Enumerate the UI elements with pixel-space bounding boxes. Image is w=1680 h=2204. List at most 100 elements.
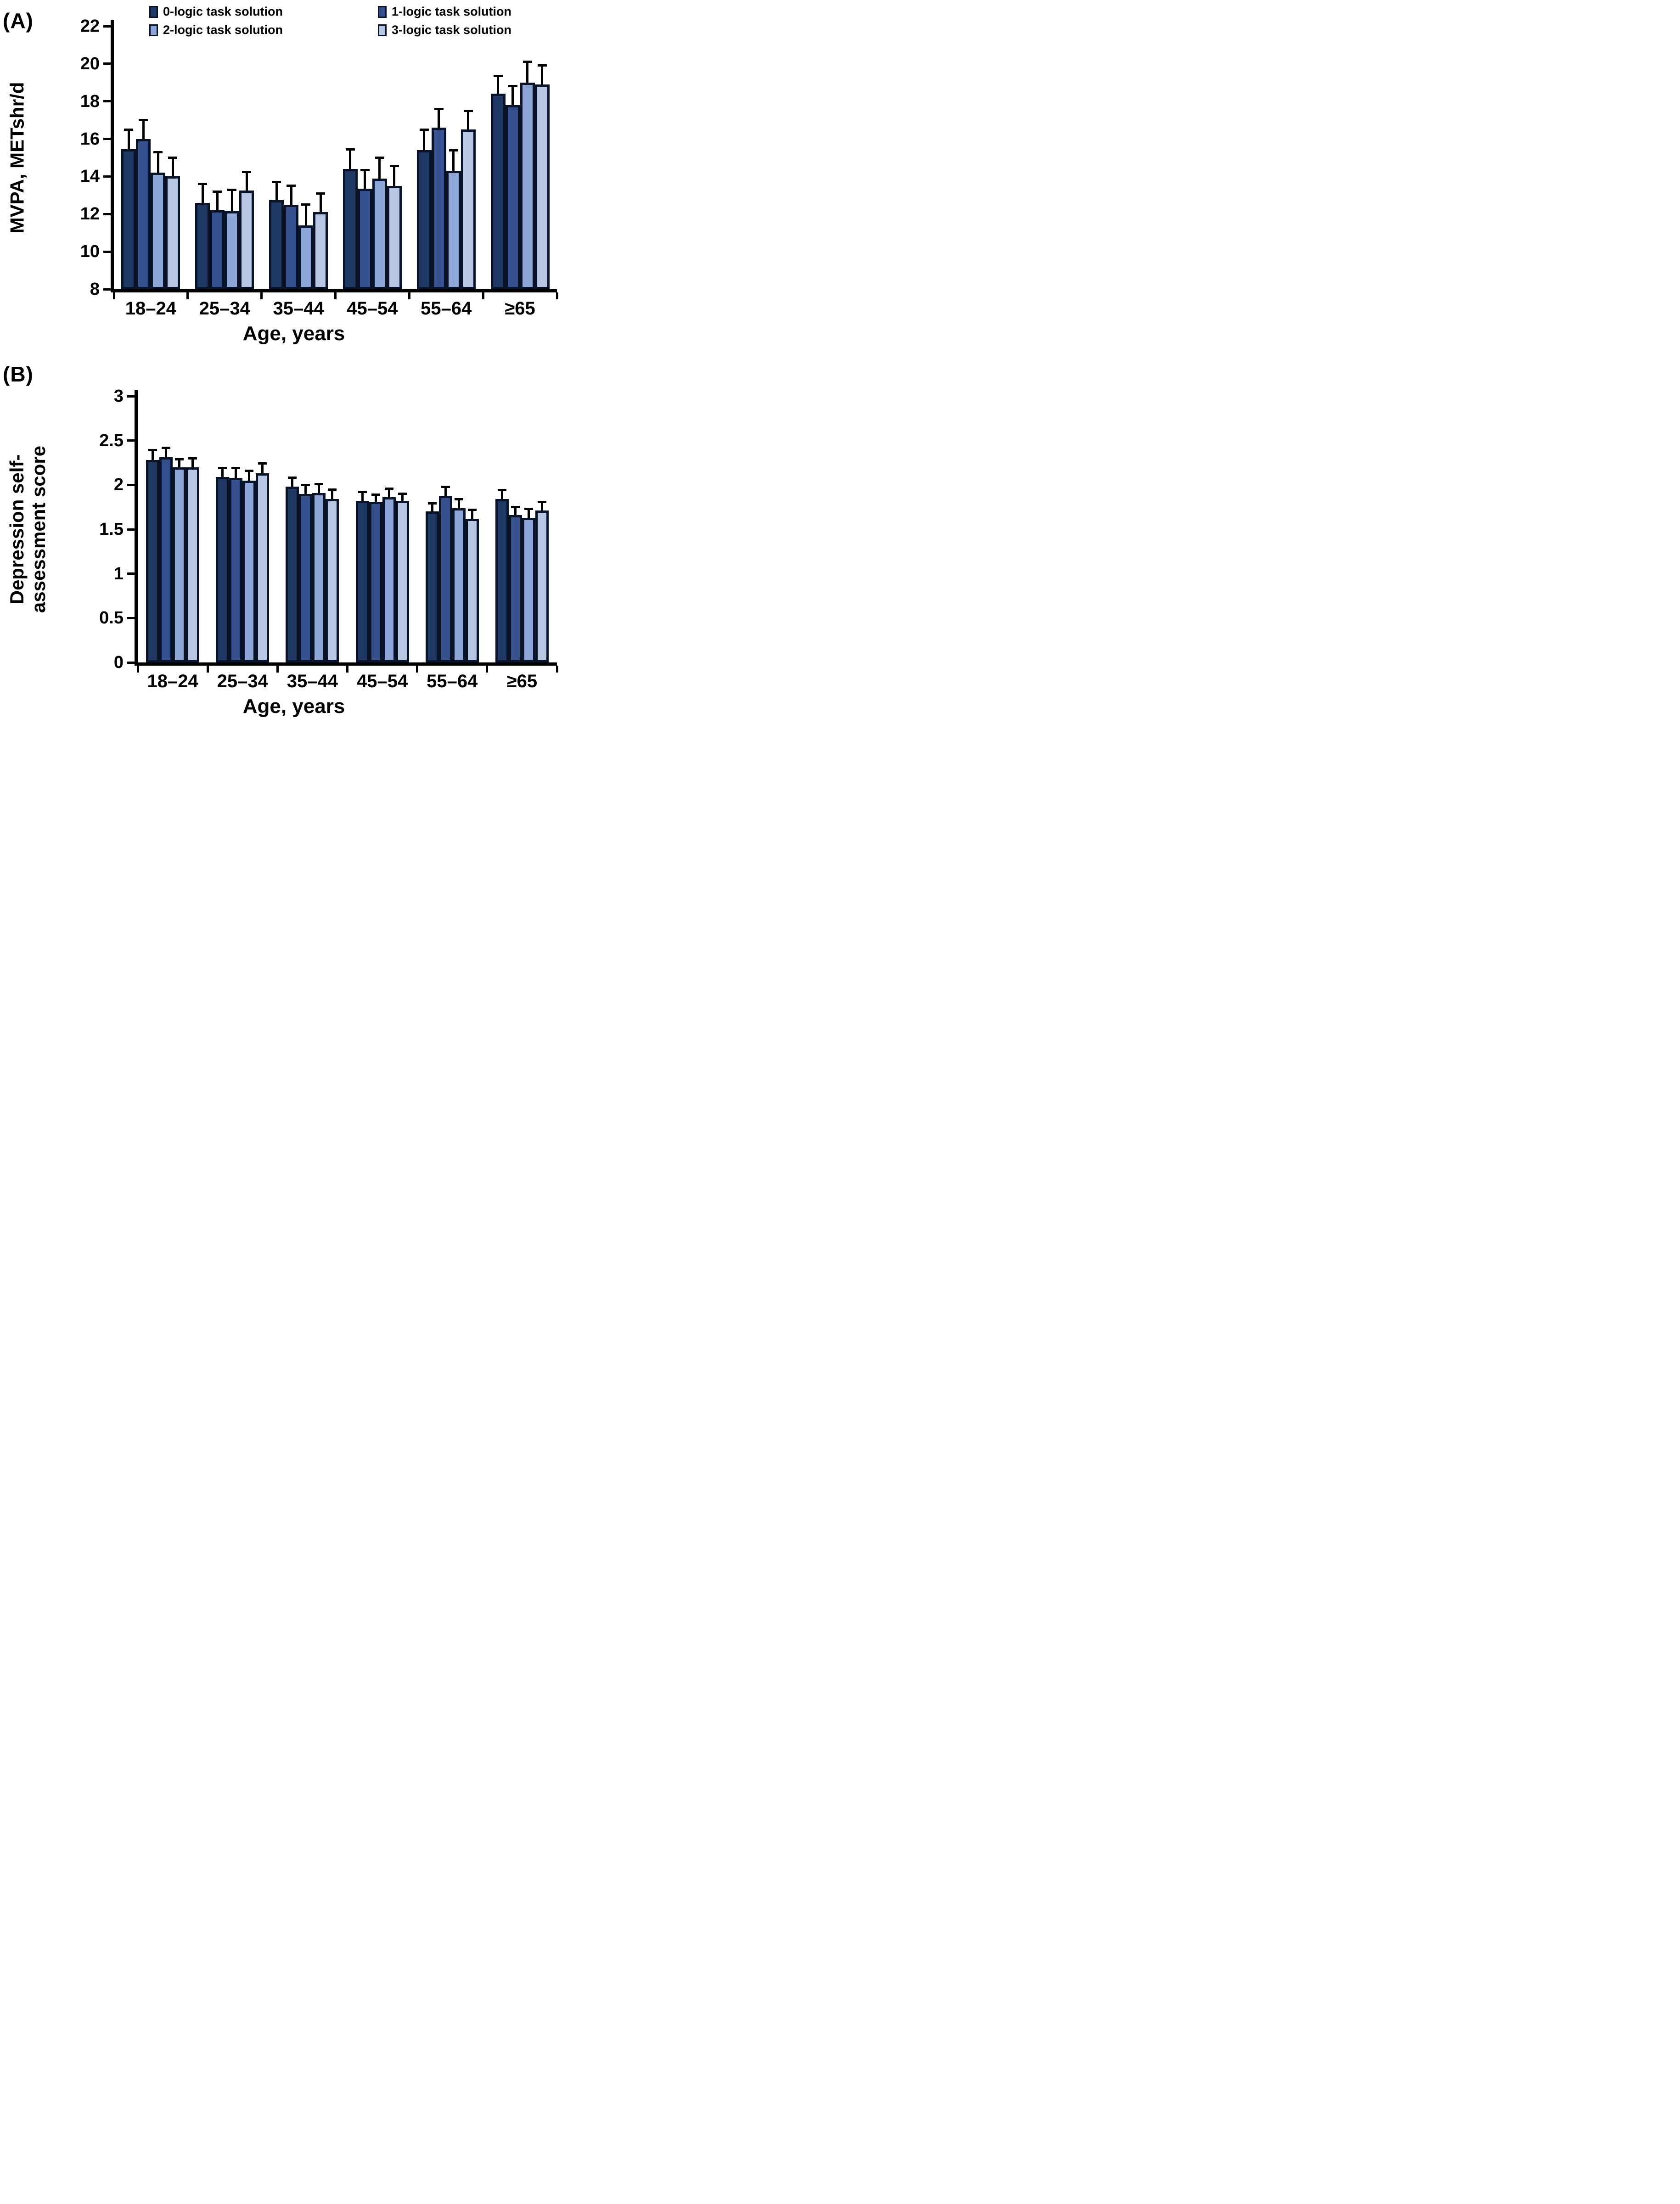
error-bar-cap: [463, 109, 473, 112]
error-bar-stem: [452, 150, 455, 171]
error-bar-cap: [523, 61, 532, 63]
bar: [425, 511, 439, 662]
error-bar-cap: [384, 487, 393, 490]
y-axis: [135, 390, 138, 666]
bar: [151, 173, 166, 289]
panel-a-x-axis-title: Age, years: [242, 322, 345, 345]
bar: [438, 495, 452, 662]
bar: [269, 200, 284, 289]
x-tick: [186, 292, 189, 299]
error-bar-stem: [374, 494, 377, 502]
error-bar-stem: [157, 152, 159, 173]
legend-swatch-1-logic-icon: [378, 6, 387, 18]
error-bar-cap: [358, 491, 367, 494]
y-tick-label: 22: [80, 17, 100, 36]
error-bar-cap: [371, 494, 380, 496]
error-bar-cap: [288, 477, 297, 479]
error-bar-cap: [360, 168, 370, 171]
bar: [229, 477, 243, 662]
error-bar-stem: [235, 468, 237, 478]
error-bar-cap: [419, 128, 429, 131]
y-tick-label: 8: [90, 280, 100, 299]
error-bar-cap: [316, 192, 326, 195]
error-bar-cap: [511, 506, 520, 509]
bar: [490, 94, 506, 289]
error-bar-cap: [272, 181, 281, 184]
y-tick: [127, 528, 135, 531]
error-bar-cap: [508, 85, 517, 88]
panel-a-label: (A): [3, 9, 34, 33]
legend-swatch-3-logic-icon: [378, 24, 387, 36]
x-category-label: 45–54: [356, 671, 408, 691]
y-tick: [127, 617, 135, 619]
error-bar-stem: [471, 510, 473, 519]
x-category-label: 25–34: [217, 671, 268, 691]
x-category-label: 35–44: [273, 298, 324, 319]
bar: [522, 517, 535, 662]
error-bar-stem: [500, 490, 503, 499]
error-bar-stem: [511, 86, 514, 105]
error-bar-cap: [301, 203, 311, 206]
x-tick: [276, 666, 279, 673]
bar: [216, 477, 230, 662]
bar: [431, 128, 446, 289]
error-bar-stem: [331, 489, 334, 499]
bar: [312, 493, 326, 662]
legend-label-1-logic: 1-logic task solution: [392, 5, 512, 18]
legend-item-2-logic: 2-logic task solution: [149, 23, 283, 37]
error-bar-stem: [275, 182, 278, 200]
error-bar-stem: [361, 492, 364, 501]
y-tick-label: 2: [113, 475, 124, 495]
legend-label-0-logic: 0-logic task solution: [163, 5, 283, 18]
bar: [343, 169, 358, 289]
bar: [520, 82, 535, 289]
x-tick: [556, 666, 558, 673]
error-bar-stem: [191, 458, 194, 467]
error-bar-stem: [514, 507, 517, 516]
bar: [369, 502, 382, 662]
y-tick: [127, 395, 135, 398]
error-bar-cap: [315, 482, 324, 485]
bar: [461, 129, 476, 289]
bar: [382, 497, 396, 662]
x-category-label: 55–64: [427, 671, 478, 691]
error-bar-stem: [438, 109, 440, 128]
x-category-label: ≥65: [505, 298, 535, 319]
x-category-label: 45–54: [347, 298, 398, 319]
error-bar-cap: [213, 190, 222, 193]
y-tick-label: 10: [80, 242, 100, 262]
panel-b-label: (B): [3, 362, 34, 386]
bar: [299, 494, 313, 662]
error-bar-stem: [152, 450, 154, 460]
bar: [242, 480, 256, 662]
bar: [146, 460, 160, 662]
bar: [495, 499, 509, 662]
error-bar-cap: [389, 165, 399, 168]
error-bar-stem: [444, 487, 447, 496]
bar: [210, 210, 225, 289]
bar: [136, 139, 151, 289]
error-bar-cap: [328, 488, 337, 491]
bar: [313, 212, 328, 289]
error-bar-stem: [349, 149, 352, 169]
error-bar-cap: [245, 469, 254, 472]
error-bar-cap: [162, 446, 171, 449]
error-bar-cap: [398, 493, 407, 495]
error-bar-stem: [378, 157, 381, 179]
y-tick-label: 0: [113, 653, 124, 672]
y-tick-label: 14: [80, 167, 100, 186]
bar: [256, 473, 270, 662]
error-bar-cap: [449, 149, 458, 151]
bar: [446, 171, 461, 289]
error-bar-cap: [287, 185, 296, 187]
x-tick: [482, 292, 484, 299]
error-bar-cap: [427, 502, 437, 505]
bar: [355, 501, 369, 662]
chart-layer: 18–24 25–34 35–44 45–54 55–64 ≥65 22 20 18 16 14 12…: [0, 0, 560, 735]
y-axis: [111, 20, 114, 292]
bar: [387, 185, 402, 289]
error-bar-cap: [242, 170, 252, 173]
y-tick: [127, 572, 135, 575]
x-tick: [334, 292, 337, 299]
x-category-label: 35–44: [287, 671, 338, 691]
